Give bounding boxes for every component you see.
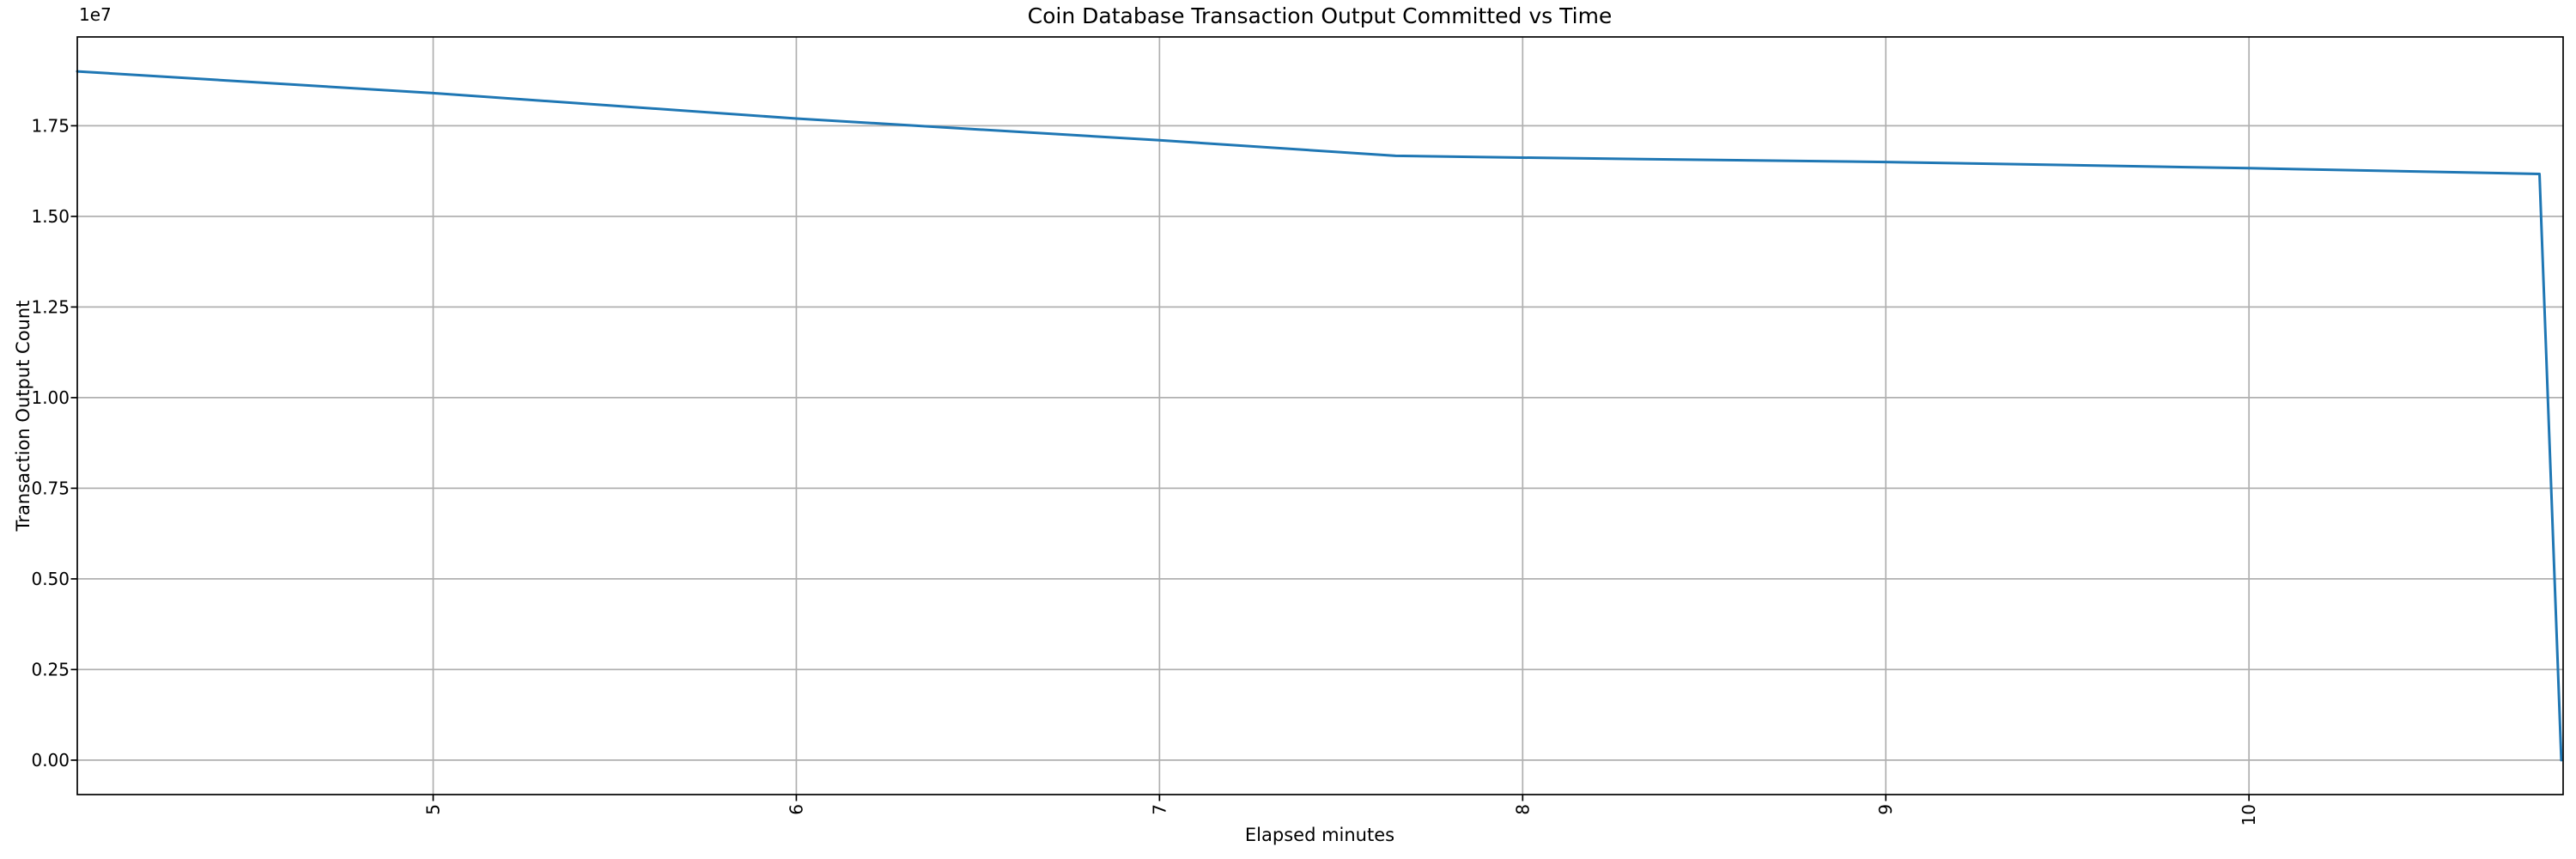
plot-border [76,36,2564,795]
x-axis-label: Elapsed minutes [1244,825,1395,845]
data-line [76,70,2563,762]
chart-title: Coin Database Transaction Output Committ… [1027,3,1613,28]
x-tick-label: 10 [2239,804,2259,825]
y-tick-label: 1.00 [31,387,70,408]
x-tick-label: 5 [422,804,443,815]
y-tick-label: 0.75 [31,478,70,498]
y-tick-label: 1.50 [31,206,70,227]
y-axis-offset-label: 1e7 [79,4,112,25]
x-tick-label: 8 [1512,804,1533,815]
x-tick-label: 6 [786,804,806,815]
y-tick-label: 1.75 [31,115,70,136]
y-tick-label: 1.25 [31,296,70,317]
y-tick-label: 0.50 [31,569,70,589]
x-tick-label: 7 [1149,804,1170,815]
y-tick-label: 0.25 [31,659,70,679]
x-tick-label: 9 [1875,804,1896,815]
y-tick-label: 0.00 [31,750,70,771]
